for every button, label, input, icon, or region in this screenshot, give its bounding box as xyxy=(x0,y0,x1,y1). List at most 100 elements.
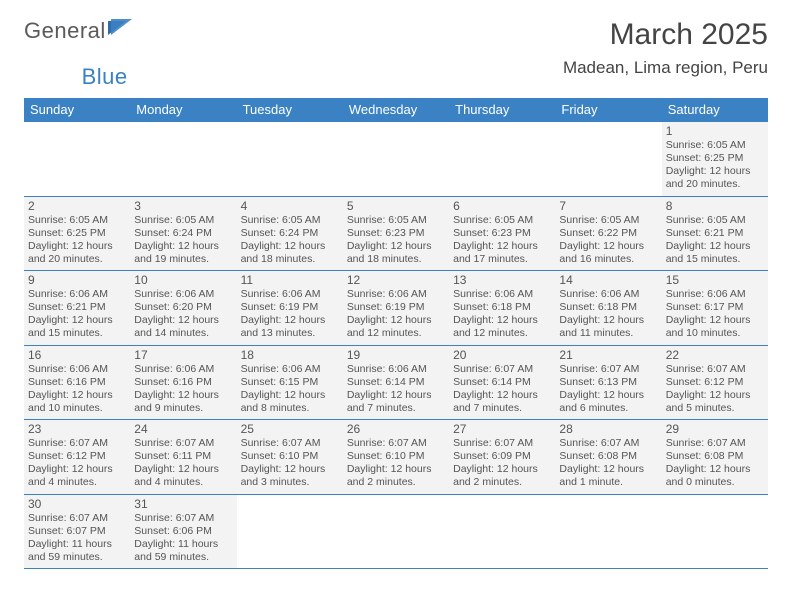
day-daylight2: and 9 minutes. xyxy=(134,402,232,415)
day-daylight2: and 11 minutes. xyxy=(559,327,657,340)
calendar-cell: 30Sunrise: 6:07 AMSunset: 6:07 PMDayligh… xyxy=(24,494,130,569)
day-daylight1: Daylight: 11 hours xyxy=(134,538,232,551)
day-sunrise: Sunrise: 6:05 AM xyxy=(347,214,445,227)
day-header: Thursday xyxy=(449,98,555,122)
day-number: 12 xyxy=(347,273,445,287)
day-header-row: Sunday Monday Tuesday Wednesday Thursday… xyxy=(24,98,768,122)
day-header: Wednesday xyxy=(343,98,449,122)
day-daylight2: and 59 minutes. xyxy=(134,551,232,564)
day-number: 29 xyxy=(666,422,764,436)
day-number: 3 xyxy=(134,199,232,213)
day-number: 2 xyxy=(28,199,126,213)
day-daylight2: and 6 minutes. xyxy=(559,402,657,415)
day-sunset: Sunset: 6:07 PM xyxy=(28,525,126,538)
day-number: 6 xyxy=(453,199,551,213)
calendar-cell-blank xyxy=(449,494,555,569)
day-daylight1: Daylight: 12 hours xyxy=(241,389,339,402)
day-sunrise: Sunrise: 6:05 AM xyxy=(241,214,339,227)
logo-text-blue: Blue xyxy=(82,64,128,90)
day-daylight2: and 15 minutes. xyxy=(666,253,764,266)
day-sunset: Sunset: 6:10 PM xyxy=(347,450,445,463)
calendar-cell: 23Sunrise: 6:07 AMSunset: 6:12 PMDayligh… xyxy=(24,420,130,495)
day-header: Saturday xyxy=(662,98,768,122)
day-daylight2: and 7 minutes. xyxy=(347,402,445,415)
day-sunset: Sunset: 6:19 PM xyxy=(241,301,339,314)
calendar-cell: 27Sunrise: 6:07 AMSunset: 6:09 PMDayligh… xyxy=(449,420,555,495)
calendar-body: 1Sunrise: 6:05 AMSunset: 6:25 PMDaylight… xyxy=(24,122,768,569)
day-sunrise: Sunrise: 6:07 AM xyxy=(134,512,232,525)
day-daylight2: and 1 minute. xyxy=(559,476,657,489)
calendar-cell-blank xyxy=(343,122,449,197)
day-daylight2: and 12 minutes. xyxy=(453,327,551,340)
day-number: 8 xyxy=(666,199,764,213)
month-title: March 2025 xyxy=(563,18,768,52)
day-daylight1: Daylight: 12 hours xyxy=(28,240,126,253)
day-number: 11 xyxy=(241,273,339,287)
day-daylight2: and 2 minutes. xyxy=(453,476,551,489)
calendar-cell: 18Sunrise: 6:06 AMSunset: 6:15 PMDayligh… xyxy=(237,345,343,420)
day-daylight1: Daylight: 12 hours xyxy=(666,463,764,476)
day-header: Sunday xyxy=(24,98,130,122)
day-daylight2: and 5 minutes. xyxy=(666,402,764,415)
calendar-table: Sunday Monday Tuesday Wednesday Thursday… xyxy=(24,98,768,569)
calendar-cell-blank xyxy=(662,494,768,569)
day-daylight1: Daylight: 12 hours xyxy=(347,314,445,327)
day-number: 21 xyxy=(559,348,657,362)
day-number: 9 xyxy=(28,273,126,287)
day-daylight1: Daylight: 12 hours xyxy=(559,463,657,476)
calendar-row: 2Sunrise: 6:05 AMSunset: 6:25 PMDaylight… xyxy=(24,196,768,271)
day-sunrise: Sunrise: 6:05 AM xyxy=(28,214,126,227)
day-daylight1: Daylight: 12 hours xyxy=(347,389,445,402)
day-sunset: Sunset: 6:19 PM xyxy=(347,301,445,314)
day-number: 24 xyxy=(134,422,232,436)
day-daylight2: and 7 minutes. xyxy=(453,402,551,415)
day-daylight2: and 18 minutes. xyxy=(241,253,339,266)
day-daylight2: and 12 minutes. xyxy=(347,327,445,340)
day-daylight1: Daylight: 12 hours xyxy=(241,463,339,476)
calendar-cell: 14Sunrise: 6:06 AMSunset: 6:18 PMDayligh… xyxy=(555,271,661,346)
day-daylight1: Daylight: 12 hours xyxy=(241,314,339,327)
day-sunrise: Sunrise: 6:07 AM xyxy=(453,363,551,376)
day-sunset: Sunset: 6:16 PM xyxy=(134,376,232,389)
day-sunset: Sunset: 6:21 PM xyxy=(666,227,764,240)
day-sunrise: Sunrise: 6:05 AM xyxy=(666,139,764,152)
location: Madean, Lima region, Peru xyxy=(563,58,768,78)
day-sunset: Sunset: 6:06 PM xyxy=(134,525,232,538)
day-daylight2: and 16 minutes. xyxy=(559,253,657,266)
calendar-cell-blank xyxy=(449,122,555,197)
day-daylight1: Daylight: 12 hours xyxy=(666,314,764,327)
day-daylight2: and 4 minutes. xyxy=(134,476,232,489)
day-sunset: Sunset: 6:23 PM xyxy=(453,227,551,240)
day-sunrise: Sunrise: 6:07 AM xyxy=(241,437,339,450)
calendar-cell: 22Sunrise: 6:07 AMSunset: 6:12 PMDayligh… xyxy=(662,345,768,420)
calendar-cell: 29Sunrise: 6:07 AMSunset: 6:08 PMDayligh… xyxy=(662,420,768,495)
calendar-cell: 31Sunrise: 6:07 AMSunset: 6:06 PMDayligh… xyxy=(130,494,236,569)
calendar-cell: 7Sunrise: 6:05 AMSunset: 6:22 PMDaylight… xyxy=(555,196,661,271)
day-sunrise: Sunrise: 6:06 AM xyxy=(134,288,232,301)
day-sunrise: Sunrise: 6:05 AM xyxy=(559,214,657,227)
calendar-cell: 13Sunrise: 6:06 AMSunset: 6:18 PMDayligh… xyxy=(449,271,555,346)
day-daylight1: Daylight: 12 hours xyxy=(559,314,657,327)
day-sunrise: Sunrise: 6:05 AM xyxy=(666,214,764,227)
day-daylight1: Daylight: 12 hours xyxy=(559,389,657,402)
calendar-cell: 28Sunrise: 6:07 AMSunset: 6:08 PMDayligh… xyxy=(555,420,661,495)
day-number: 25 xyxy=(241,422,339,436)
calendar-cell: 15Sunrise: 6:06 AMSunset: 6:17 PMDayligh… xyxy=(662,271,768,346)
day-sunrise: Sunrise: 6:06 AM xyxy=(28,288,126,301)
day-sunset: Sunset: 6:14 PM xyxy=(347,376,445,389)
calendar-cell: 8Sunrise: 6:05 AMSunset: 6:21 PMDaylight… xyxy=(662,196,768,271)
day-daylight2: and 2 minutes. xyxy=(347,476,445,489)
calendar-row: 1Sunrise: 6:05 AMSunset: 6:25 PMDaylight… xyxy=(24,122,768,197)
day-daylight2: and 4 minutes. xyxy=(28,476,126,489)
day-number: 31 xyxy=(134,497,232,511)
day-daylight2: and 59 minutes. xyxy=(28,551,126,564)
day-number: 1 xyxy=(666,124,764,138)
day-daylight1: Daylight: 12 hours xyxy=(28,389,126,402)
day-header: Friday xyxy=(555,98,661,122)
calendar-cell: 26Sunrise: 6:07 AMSunset: 6:10 PMDayligh… xyxy=(343,420,449,495)
calendar-cell: 2Sunrise: 6:05 AMSunset: 6:25 PMDaylight… xyxy=(24,196,130,271)
day-daylight1: Daylight: 12 hours xyxy=(453,463,551,476)
day-daylight1: Daylight: 12 hours xyxy=(28,314,126,327)
calendar-cell: 24Sunrise: 6:07 AMSunset: 6:11 PMDayligh… xyxy=(130,420,236,495)
day-daylight1: Daylight: 11 hours xyxy=(28,538,126,551)
